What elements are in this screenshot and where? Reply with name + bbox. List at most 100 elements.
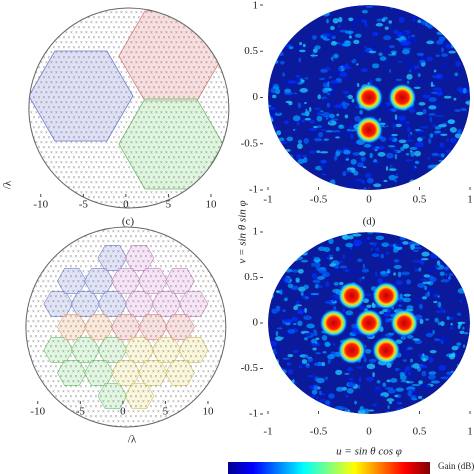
sidelobe bbox=[372, 242, 377, 248]
element: × bbox=[142, 56, 145, 61]
sidelobe bbox=[426, 56, 433, 62]
element: × bbox=[214, 365, 217, 370]
element: × bbox=[57, 230, 60, 235]
element: × bbox=[110, 31, 113, 36]
element: × bbox=[222, 96, 225, 101]
element: × bbox=[147, 330, 150, 335]
element: × bbox=[177, 420, 180, 425]
element: × bbox=[134, 275, 137, 280]
element: × bbox=[65, 201, 68, 206]
element: × bbox=[42, 56, 45, 61]
element: × bbox=[169, 365, 172, 370]
element: × bbox=[104, 415, 107, 420]
beam bbox=[388, 83, 417, 112]
sidelobe bbox=[313, 329, 317, 333]
element: × bbox=[132, 136, 135, 141]
sidelobe bbox=[298, 57, 301, 63]
element: × bbox=[67, 166, 70, 171]
sidelobe bbox=[306, 182, 313, 186]
element: × bbox=[42, 230, 45, 235]
element: × bbox=[27, 310, 30, 315]
element: × bbox=[99, 275, 102, 280]
element: × bbox=[24, 325, 27, 330]
element: × bbox=[122, 340, 125, 345]
element: × bbox=[144, 385, 147, 390]
element: × bbox=[182, 136, 185, 141]
sidelobe bbox=[452, 5, 456, 8]
element: × bbox=[57, 390, 60, 395]
element: × bbox=[42, 330, 45, 335]
element: × bbox=[202, 56, 205, 61]
element: × bbox=[179, 315, 182, 320]
sidelobe bbox=[452, 187, 459, 190]
element: × bbox=[92, 26, 95, 31]
element: × bbox=[50, 201, 53, 206]
element: × bbox=[175, 131, 178, 136]
element: × bbox=[220, 121, 223, 126]
element: × bbox=[42, 360, 45, 365]
sidelobe bbox=[292, 25, 298, 28]
sidelobe bbox=[316, 150, 321, 154]
element: × bbox=[227, 166, 230, 171]
element: × bbox=[90, 41, 93, 46]
element: × bbox=[125, 111, 128, 116]
element: × bbox=[139, 345, 142, 350]
element: × bbox=[179, 375, 182, 380]
element: × bbox=[204, 335, 207, 340]
element: × bbox=[84, 325, 87, 330]
element: × bbox=[107, 206, 110, 211]
element: × bbox=[97, 380, 100, 385]
element: × bbox=[52, 106, 55, 111]
element: × bbox=[197, 250, 200, 255]
element: × bbox=[122, 26, 125, 31]
element: × bbox=[127, 300, 130, 305]
element: × bbox=[70, 191, 73, 196]
element: × bbox=[199, 275, 202, 280]
element: × bbox=[84, 265, 87, 270]
sidelobe bbox=[292, 252, 300, 259]
element: × bbox=[82, 380, 85, 385]
element: × bbox=[74, 365, 77, 370]
element: × bbox=[194, 265, 197, 270]
element: × bbox=[217, 36, 220, 41]
element: × bbox=[54, 235, 57, 240]
sidelobe bbox=[375, 167, 379, 171]
element: × bbox=[95, 131, 98, 136]
sidelobe bbox=[458, 53, 462, 59]
element: × bbox=[144, 415, 147, 420]
element: × bbox=[222, 116, 225, 121]
element: × bbox=[117, 56, 120, 61]
element: × bbox=[35, 11, 38, 16]
element: × bbox=[154, 385, 157, 390]
sidelobe bbox=[410, 395, 416, 401]
element: × bbox=[112, 126, 115, 131]
element: × bbox=[135, 111, 138, 116]
sidelobe bbox=[325, 254, 330, 261]
sidelobe bbox=[309, 150, 316, 154]
element: × bbox=[192, 76, 195, 81]
element: × bbox=[200, 171, 203, 176]
element: × bbox=[94, 275, 97, 280]
element: × bbox=[177, 310, 180, 315]
element: × bbox=[182, 186, 185, 191]
element: × bbox=[54, 255, 57, 260]
sidelobe bbox=[342, 234, 350, 240]
element: × bbox=[100, 171, 103, 176]
element: × bbox=[112, 176, 115, 181]
element: × bbox=[137, 320, 140, 325]
sidelobe bbox=[421, 384, 429, 387]
sidelobe bbox=[411, 364, 415, 368]
element: × bbox=[134, 345, 137, 350]
element: × bbox=[64, 285, 67, 290]
sidelobe bbox=[413, 297, 421, 303]
sidelobe bbox=[297, 158, 305, 165]
sidelobe bbox=[283, 332, 292, 337]
element: × bbox=[64, 265, 67, 270]
element: × bbox=[30, 51, 33, 56]
element: × bbox=[84, 365, 87, 370]
sidelobe bbox=[441, 403, 445, 409]
element: × bbox=[167, 96, 170, 101]
element: × bbox=[157, 390, 160, 395]
element: × bbox=[79, 265, 82, 270]
element: × bbox=[105, 111, 108, 116]
